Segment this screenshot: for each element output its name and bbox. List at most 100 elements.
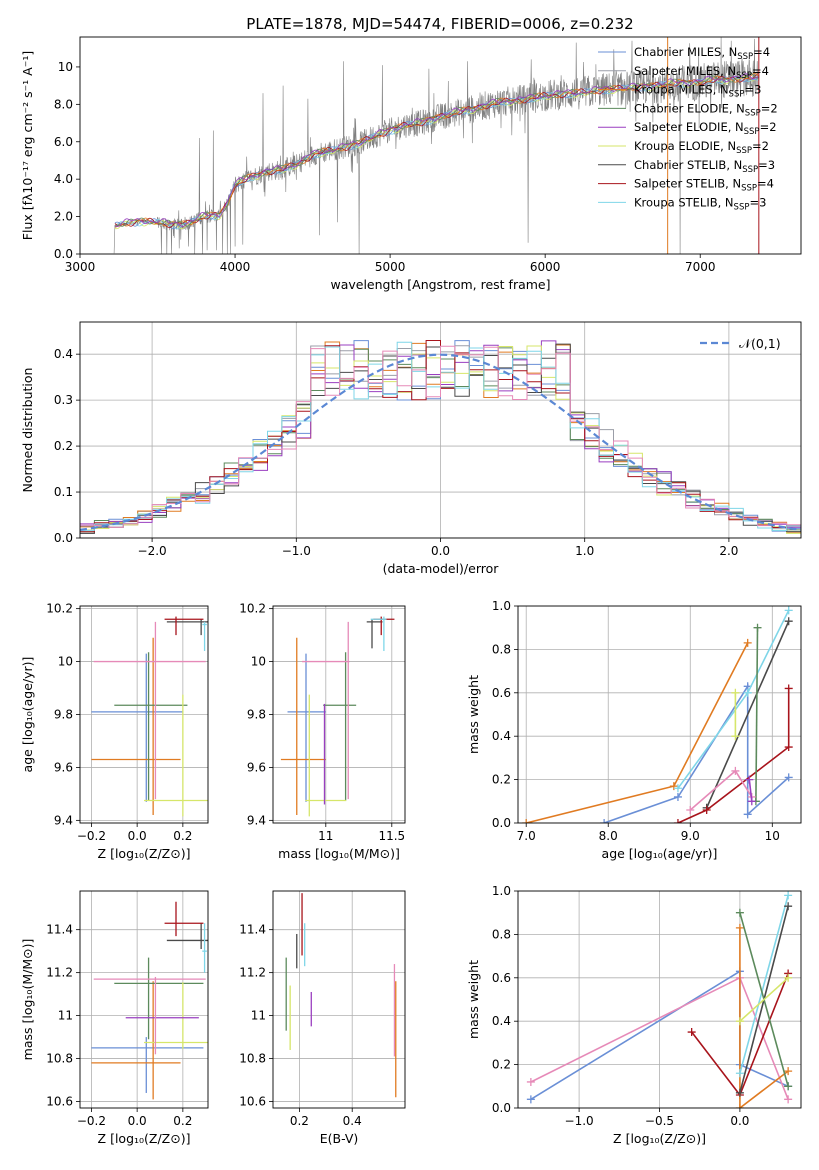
y-tick-label: 0.3 <box>54 393 73 407</box>
x-tick-label: −2.0 <box>138 544 167 558</box>
axes-border <box>272 605 406 824</box>
x-tick-label: 6000 <box>530 260 561 274</box>
weight-series-chabrier_elodie <box>751 623 762 806</box>
weight-series-kroupa_elodie <box>731 688 740 741</box>
y-tick-label: 9.8 <box>54 708 73 722</box>
panel-spectrum: 3000 4000 5000 6000 7000 0.0 2.0 4.0 6.0 8.0 10 wav… <box>20 36 802 292</box>
y-tick-label: 0.4 <box>492 729 511 743</box>
plot-area-age_vs_Z <box>80 606 208 823</box>
x-tick-label: 0.2 <box>290 1114 309 1128</box>
errorbar-point-pink <box>302 621 350 800</box>
legend-entry-salpeter_miles: Salpeter MILES, NSSP=4 <box>634 64 769 81</box>
weight-line <box>739 977 789 1022</box>
y-tick-label: 0.2 <box>54 439 73 453</box>
x-tick-label: 3000 <box>65 260 96 274</box>
y-tick-label: 9.8 <box>247 708 266 722</box>
y-tick-label: 6.0 <box>54 135 73 149</box>
weight-marker <box>743 688 752 697</box>
x-tick-label: 7.0 <box>517 829 536 843</box>
plot-area-residuals <box>80 322 801 538</box>
plot-area-weight_vs_age <box>518 606 801 823</box>
panel-weight_vs_age: 7.0 8.0 9.0 10 0.0 0.2 0.4 0.6 0.8 1.0 age [log₁₀(… <box>466 599 802 861</box>
weight-marker <box>687 1028 696 1037</box>
weight-marker <box>784 617 793 626</box>
weight-marker <box>735 1104 744 1108</box>
weight-marker <box>673 819 682 823</box>
x-tick-label: 9.0 <box>681 829 700 843</box>
plot-area-mass_vs_Z <box>80 891 208 1108</box>
legend-sub: SSP <box>736 146 752 156</box>
weight-marker <box>784 743 793 752</box>
x-tick-label: 0.0 <box>128 829 147 843</box>
legend-entry-salpeter_stelib: Salpeter STELIB, NSSP=4 <box>634 177 774 194</box>
x-tick-label: 0.2 <box>173 829 192 843</box>
errorbar-point-salpeter_stelib <box>164 616 204 636</box>
x-tick-label: 11.5 <box>378 829 405 843</box>
x-tick-label: −0.2 <box>77 1114 106 1128</box>
errorbar-point-kroupa_stelib <box>370 616 387 651</box>
plot-area-spectrum <box>113 37 760 254</box>
legend-suffix: =2 <box>752 139 769 153</box>
x-tick-label: 1.0 <box>575 544 594 558</box>
y-tick-label: 9.4 <box>247 813 266 827</box>
figure-title: PLATE=1878, MJD=54474, FIBERID=0006, z=0… <box>246 15 633 33</box>
legend-entry-chabrier_stelib: Chabrier STELIB, NSSP=3 <box>634 158 775 175</box>
axes-weight_vs_age: 7.0 8.0 9.0 10 0.0 0.2 0.4 0.6 0.8 1.0 age [log₁₀(… <box>466 599 780 861</box>
legend-label: Salpeter MILES, N <box>634 64 736 78</box>
legend-label: Chabrier ELODIE, N <box>634 101 745 115</box>
errorbar-point-kroupa_elodie <box>144 982 208 1049</box>
x-tick-label: 10 <box>765 829 780 843</box>
errorbar-point-chabrier_miles <box>287 653 326 802</box>
weight-line <box>705 620 790 809</box>
y-tick-label: 1.0 <box>492 599 511 613</box>
errorbar-point-kroupa_elodie <box>305 694 347 817</box>
y-tick-label: 10.6 <box>239 1095 266 1109</box>
weight-marker <box>731 688 740 697</box>
legend-entry-kroupa_miles: Kroupa MILES, NSSP=3 <box>634 83 761 100</box>
legend-sub: SSP <box>742 165 758 175</box>
y-tick-label: 10.2 <box>46 602 73 616</box>
weight-marker <box>784 1082 793 1091</box>
x-axis-label: age [log₁₀(age/yr)] <box>602 846 718 861</box>
y-tick-label: 0.2 <box>492 1058 511 1072</box>
weight-marker <box>735 1017 744 1026</box>
y-tick-label: 0.4 <box>54 347 73 361</box>
residuals-legend: 𝒩(0,1) <box>700 336 781 351</box>
weight-marker <box>731 732 740 741</box>
weight-marker <box>743 810 752 819</box>
plot-area-mass_vs_ebv <box>273 891 405 1108</box>
y-tick-label: 0.8 <box>492 927 511 941</box>
legend-label: Chabrier MILES, N <box>634 45 737 59</box>
errorbar-point-kroupa_miles <box>91 981 181 1100</box>
y-tick-label: 10 <box>58 655 73 669</box>
x-tick-label: 11 <box>318 829 333 843</box>
y-tick-label: 0.8 <box>492 642 511 656</box>
axes-mass_vs_Z: −0.2 0.0 0.2 10.6 10.8 11 11.2 11.4 Z [log₁₀(Z/Z… <box>20 923 192 1146</box>
axes-weight_vs_Z: −1.0 −0.5 0.0 0.0 0.2 0.4 0.6 0.8 1.0 Z [log₁₀(Z/… <box>466 884 749 1146</box>
errorbar-point-chabrier_stelib <box>366 619 383 649</box>
errorbar-point-chabrier_elodie <box>323 652 357 801</box>
x-tick-label: 0.4 <box>343 1114 362 1128</box>
axes-border <box>272 890 406 1109</box>
legend-sub: SSP <box>729 90 745 100</box>
y-tick-label: 11 <box>58 1009 73 1023</box>
legend-label: Kroupa STELIB, N <box>634 195 734 209</box>
weight-marker <box>784 606 793 615</box>
errorbar-point-chabrier_elodie <box>114 957 204 1040</box>
weight-line <box>755 627 759 802</box>
errorbar-point-kroupa_miles <box>280 637 326 816</box>
weight-marker <box>735 923 744 932</box>
y-tick-label: 0.0 <box>54 247 73 261</box>
weight-series-kroupa_miles <box>522 638 752 823</box>
x-tick-label: −1.0 <box>565 1114 594 1128</box>
weight-marker <box>600 819 609 823</box>
errorbar-point-pink <box>93 621 206 800</box>
weight-marker <box>784 891 793 900</box>
y-tick-label: 8.0 <box>54 97 73 111</box>
legend-entry-kroupa_elodie: Kroupa ELODIE, NSSP=2 <box>634 139 769 156</box>
panel-age_vs_mass: 11 11.5 9.4 9.6 9.8 10 10.2 mass [log₁₀(M/M⊙)] <box>239 602 406 861</box>
y-tick-label: 0.0 <box>492 1101 511 1115</box>
weight-marker <box>526 1077 535 1086</box>
weight-marker <box>702 805 711 814</box>
